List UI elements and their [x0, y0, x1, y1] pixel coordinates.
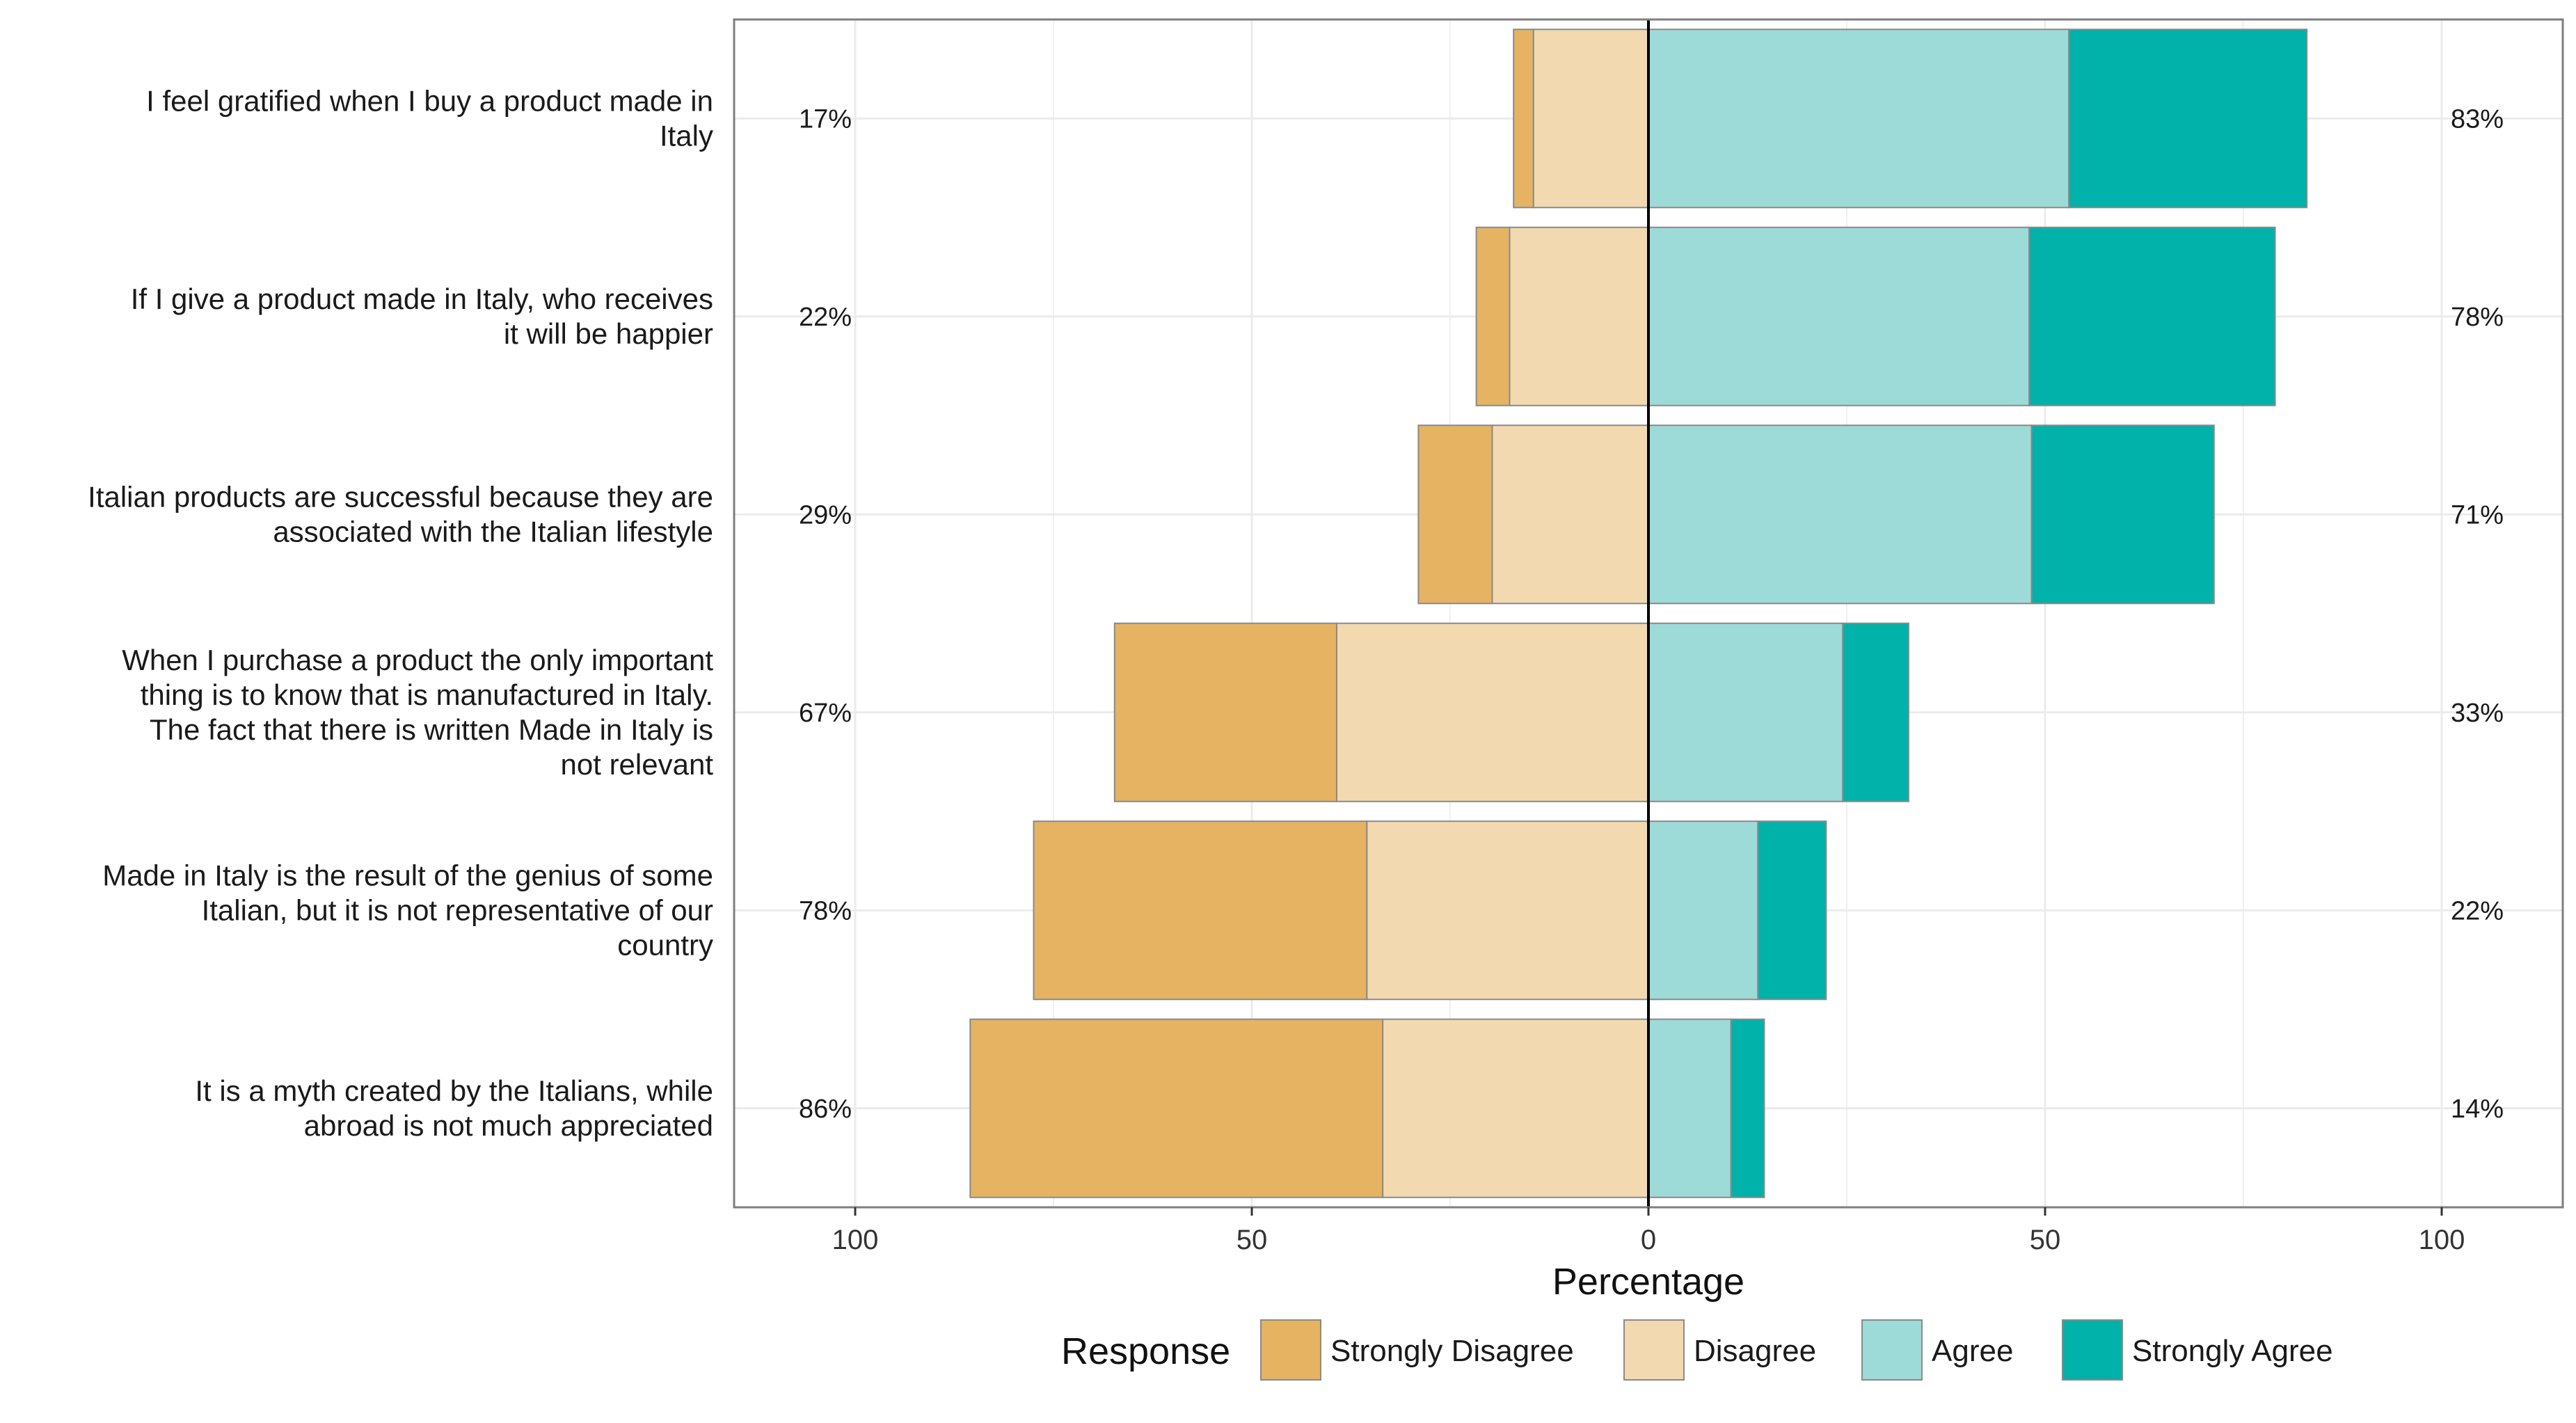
bar-strongly-agree	[1842, 622, 1909, 802]
right-percent-label: 71%	[2451, 500, 2504, 530]
category-label: Made in Italy is the result of the geniu…	[102, 859, 713, 961]
bar-disagree	[1491, 424, 1649, 605]
bar-agree	[1648, 29, 2070, 209]
legend-swatch-disagree	[1623, 1319, 1685, 1381]
bar-agree	[1648, 424, 2033, 605]
category-label-line: abroad is not much appreciated	[304, 1109, 713, 1142]
bar-strongly-agree	[1730, 1018, 1765, 1198]
bar-strongly-disagree	[1475, 226, 1511, 406]
category-label-line: not relevant	[561, 748, 714, 781]
legend-swatch-agree	[1861, 1319, 1923, 1381]
right-percent-label: 78%	[2451, 303, 2504, 332]
category-label-line: country	[617, 928, 713, 961]
bar-disagree	[1366, 820, 1650, 1001]
category-label: When I purchase a product the only impor…	[122, 644, 713, 781]
bar-strongly-agree	[1757, 820, 1827, 1001]
category-label-line: I feel gratified when I buy a product ma…	[146, 84, 713, 117]
left-percent-label: 22%	[799, 303, 852, 332]
category-label-line: The fact that there is written Made in I…	[150, 713, 713, 746]
category-label: If I give a product made in Italy, who r…	[131, 283, 713, 350]
bar-strongly-disagree	[1417, 424, 1493, 605]
legend-swatch-strongly-agree	[2062, 1319, 2123, 1381]
right-percent-label: 22%	[2451, 896, 2504, 925]
bar-agree	[1648, 622, 1844, 802]
bar-strongly-agree	[2030, 424, 2215, 605]
x-tick-label: 50	[1237, 1225, 1268, 1255]
percent-labels: 17% 83% 22% 78% 29% 71% 67% 33% 78% 22% 86% 14%	[799, 104, 2504, 1124]
right-percent-label: 14%	[2451, 1095, 2504, 1124]
legend-label-strongly-agree: Strongly Agree	[2132, 1334, 2333, 1368]
left-percent-label: 17%	[799, 104, 852, 134]
bar-strongly-disagree	[1033, 820, 1368, 1001]
left-percent-label: 78%	[799, 896, 852, 925]
bar-strongly-disagree	[1513, 29, 1534, 209]
right-percent-label: 83%	[2451, 104, 2504, 134]
bars	[969, 29, 2308, 1198]
bar-agree	[1648, 820, 1759, 1001]
category-label: Italian products are successful because …	[88, 480, 713, 548]
bar-strongly-disagree	[1113, 622, 1337, 802]
left-percent-label: 67%	[799, 699, 852, 728]
left-percent-label: 86%	[799, 1095, 852, 1124]
bar-disagree	[1509, 226, 1649, 406]
legend-label-agree: Agree	[1932, 1334, 2013, 1368]
x-tick-label: 50	[2030, 1225, 2061, 1255]
category-label-line: Made in Italy is the result of the geniu…	[102, 859, 713, 891]
category-label: I feel gratified when I buy a product ma…	[146, 84, 713, 152]
bar-strongly-agree	[2068, 29, 2308, 209]
category-label-line: When I purchase a product the only impor…	[122, 644, 713, 676]
category-label-line: thing is to know that is manufactured in…	[141, 678, 713, 711]
category-label: It is a myth created by the Italians, wh…	[195, 1074, 713, 1142]
bar-disagree	[1335, 622, 1649, 802]
x-tick-label: 100	[2419, 1225, 2465, 1255]
legend: Response Strongly Disagree Disagree Agree St…	[1061, 1319, 2333, 1381]
category-label-line: Italian, but it is not representative of…	[202, 893, 713, 926]
bar-disagree	[1532, 29, 1649, 209]
bar-agree	[1648, 226, 2030, 406]
x-tick-label: 100	[832, 1225, 879, 1255]
x-tick-label: 0	[1641, 1225, 1656, 1255]
category-label-line: It is a myth created by the Italians, wh…	[195, 1074, 713, 1107]
legend-label-disagree: Disagree	[1694, 1334, 1816, 1368]
category-label-line: associated with the Italian lifestyle	[273, 515, 713, 548]
legend-title: Response	[1061, 1330, 1230, 1372]
category-label-line: Italian products are successful because …	[88, 480, 713, 513]
category-label-line: If I give a product made in Italy, who r…	[131, 283, 713, 315]
category-labels: I feel gratified when I buy a product ma…	[88, 84, 713, 1142]
left-percent-label: 29%	[799, 500, 852, 530]
legend-label-strongly-disagree: Strongly Disagree	[1330, 1334, 1574, 1368]
bar-agree	[1648, 1018, 1732, 1198]
bar-strongly-disagree	[969, 1018, 1384, 1198]
category-label-line: Italy	[660, 119, 713, 152]
legend-swatch-strongly-disagree	[1260, 1319, 1321, 1381]
bar-strongly-agree	[2028, 226, 2276, 406]
category-label-line: it will be happier	[504, 317, 713, 350]
x-axis-ticks: 100 50 0 50 100	[832, 1207, 2465, 1255]
x-axis-title: Percentage	[1552, 1261, 1744, 1303]
bar-disagree	[1382, 1018, 1649, 1198]
right-percent-label: 33%	[2451, 699, 2504, 728]
